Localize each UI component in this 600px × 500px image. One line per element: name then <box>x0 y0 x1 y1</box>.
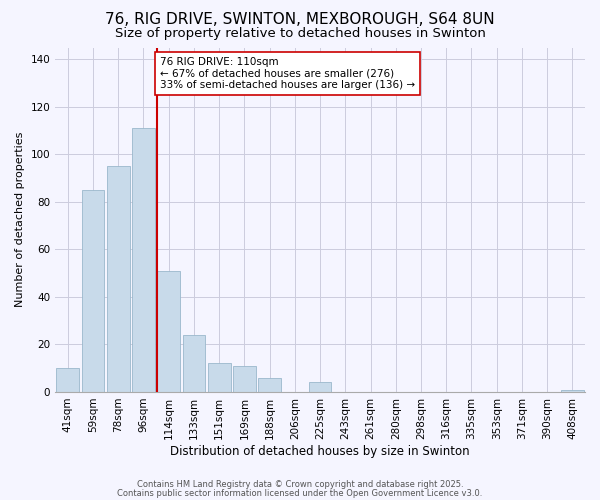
Bar <box>208 364 230 392</box>
Bar <box>157 271 180 392</box>
Bar <box>56 368 79 392</box>
Bar <box>258 378 281 392</box>
Text: 76 RIG DRIVE: 110sqm
← 67% of detached houses are smaller (276)
33% of semi-deta: 76 RIG DRIVE: 110sqm ← 67% of detached h… <box>160 57 415 90</box>
Text: Contains public sector information licensed under the Open Government Licence v3: Contains public sector information licen… <box>118 488 482 498</box>
Y-axis label: Number of detached properties: Number of detached properties <box>15 132 25 308</box>
Bar <box>107 166 130 392</box>
Text: Size of property relative to detached houses in Swinton: Size of property relative to detached ho… <box>115 28 485 40</box>
Bar <box>82 190 104 392</box>
Bar <box>561 390 584 392</box>
X-axis label: Distribution of detached houses by size in Swinton: Distribution of detached houses by size … <box>170 444 470 458</box>
Bar <box>309 382 331 392</box>
Bar <box>182 335 205 392</box>
Bar <box>233 366 256 392</box>
Text: Contains HM Land Registry data © Crown copyright and database right 2025.: Contains HM Land Registry data © Crown c… <box>137 480 463 489</box>
Text: 76, RIG DRIVE, SWINTON, MEXBOROUGH, S64 8UN: 76, RIG DRIVE, SWINTON, MEXBOROUGH, S64 … <box>105 12 495 28</box>
Bar <box>132 128 155 392</box>
